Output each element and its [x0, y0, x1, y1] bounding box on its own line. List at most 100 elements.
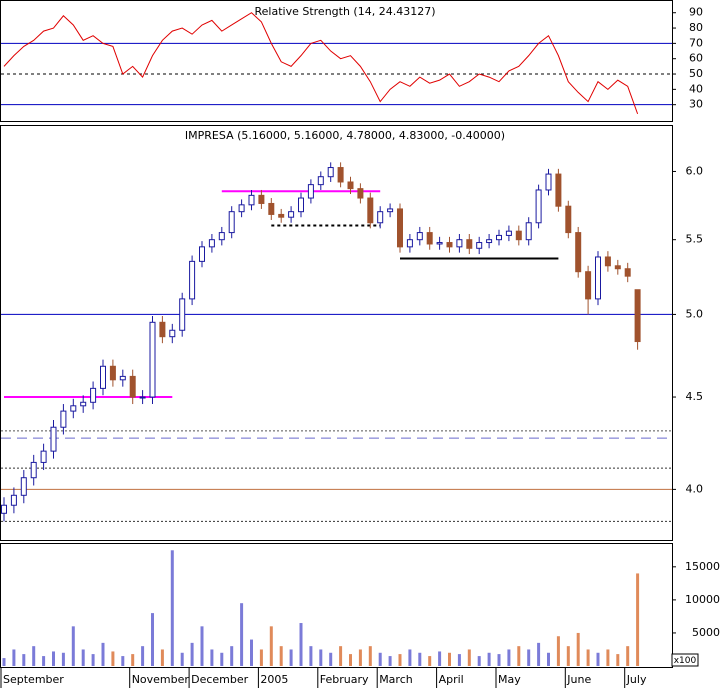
y-tick-label: 4.5 [686, 390, 704, 403]
y-tick-label: 5.5 [686, 233, 704, 246]
candle-body [327, 167, 334, 178]
candle-body [367, 197, 374, 224]
candle-body [387, 208, 394, 213]
volume-bar [457, 654, 461, 666]
candle-body [397, 208, 403, 248]
volume-bar [487, 652, 491, 666]
candle-body [159, 321, 166, 338]
volume-bar [81, 649, 85, 666]
volume-bar [596, 652, 600, 666]
volume-bar [71, 626, 75, 666]
multiplier-label: x100 [674, 656, 697, 666]
x-tick-label: September [3, 673, 64, 686]
y-tick-label: 40 [689, 82, 703, 95]
x-tick-label: December [191, 673, 249, 686]
volume-bar [279, 646, 283, 666]
candle-body [585, 271, 592, 300]
candle-body [119, 375, 126, 381]
y-tick-label: 15000 [685, 560, 720, 573]
volume-bar [418, 652, 422, 666]
x-tick-label: May [498, 673, 521, 686]
candle-body [218, 232, 225, 241]
volume-bar [566, 646, 570, 666]
volume-bar [299, 623, 303, 666]
volume-bar [61, 652, 65, 666]
candle-body [446, 242, 453, 248]
volume-bar [250, 639, 253, 666]
candle-body [248, 194, 255, 206]
rsi-line [3, 12, 639, 115]
candle-body [189, 260, 196, 300]
candle-body [288, 211, 295, 218]
candle-body [555, 173, 562, 207]
candle-body [268, 202, 275, 215]
candle-body [575, 232, 582, 273]
candle-body [228, 211, 235, 234]
volume-bar [606, 649, 610, 666]
candle-body [30, 461, 37, 479]
candle-body [456, 239, 463, 248]
candle-body [20, 477, 27, 496]
volume-bar [141, 646, 145, 666]
candle-body [614, 265, 621, 270]
candle-body [337, 167, 344, 183]
candle-body [169, 329, 176, 338]
candle-body [624, 268, 631, 277]
x-tick-label: June [566, 673, 591, 686]
volume-bar [368, 646, 372, 666]
volume-bar [576, 632, 580, 666]
price-panel [0, 125, 673, 541]
volume-bar [388, 656, 392, 666]
candle-body [208, 239, 215, 248]
y-tick-label: 50 [689, 67, 703, 80]
candle-body [100, 365, 106, 389]
volume-bar [448, 652, 451, 666]
y-tick-label: 60 [689, 52, 703, 65]
panel-title: Relative Strength (14, 24.43127) [255, 5, 436, 18]
y-tick-label: 80 [689, 21, 703, 34]
volume-bar [309, 646, 313, 666]
volume-bar [616, 654, 620, 666]
volume-bar [289, 649, 293, 666]
volume-bar [91, 654, 95, 666]
candle-body [525, 222, 532, 241]
volume-bar [517, 646, 521, 666]
volume-bar [259, 649, 263, 666]
volume-bar [121, 656, 125, 666]
candle-body [278, 213, 285, 218]
candle-body [60, 410, 67, 428]
volume-bar [2, 658, 6, 666]
volume-bar [220, 652, 224, 666]
candle-body [545, 173, 552, 191]
candle-body [505, 230, 512, 236]
volume-bar [190, 642, 194, 666]
candle-body [199, 246, 205, 262]
volume-bar [52, 651, 55, 666]
volume-bar [170, 550, 174, 666]
y-tick-label: 10000 [685, 593, 720, 606]
candle-body [476, 242, 483, 249]
candle-body [416, 232, 423, 241]
candle-body [317, 176, 324, 186]
volume-bar [32, 646, 36, 666]
volume-bar [547, 652, 550, 666]
candle-body [595, 256, 601, 300]
y-tick-label: 30 [689, 98, 703, 111]
candle-body [357, 188, 364, 199]
candle-body [298, 197, 304, 213]
candle-body [377, 211, 384, 224]
candle-body [604, 256, 611, 267]
volume-bar [428, 656, 432, 666]
volume-bar [378, 652, 382, 666]
volume-bar [636, 573, 640, 666]
candle-body [129, 375, 136, 398]
volume-bar [111, 651, 115, 666]
volume-bar [131, 654, 135, 666]
x-tick-label: April [439, 673, 464, 686]
x-tick-label: November [132, 673, 190, 686]
candle-body [10, 494, 17, 506]
candle-body [436, 242, 443, 245]
candle-body [634, 289, 641, 343]
x-tick-label: March [379, 673, 413, 686]
